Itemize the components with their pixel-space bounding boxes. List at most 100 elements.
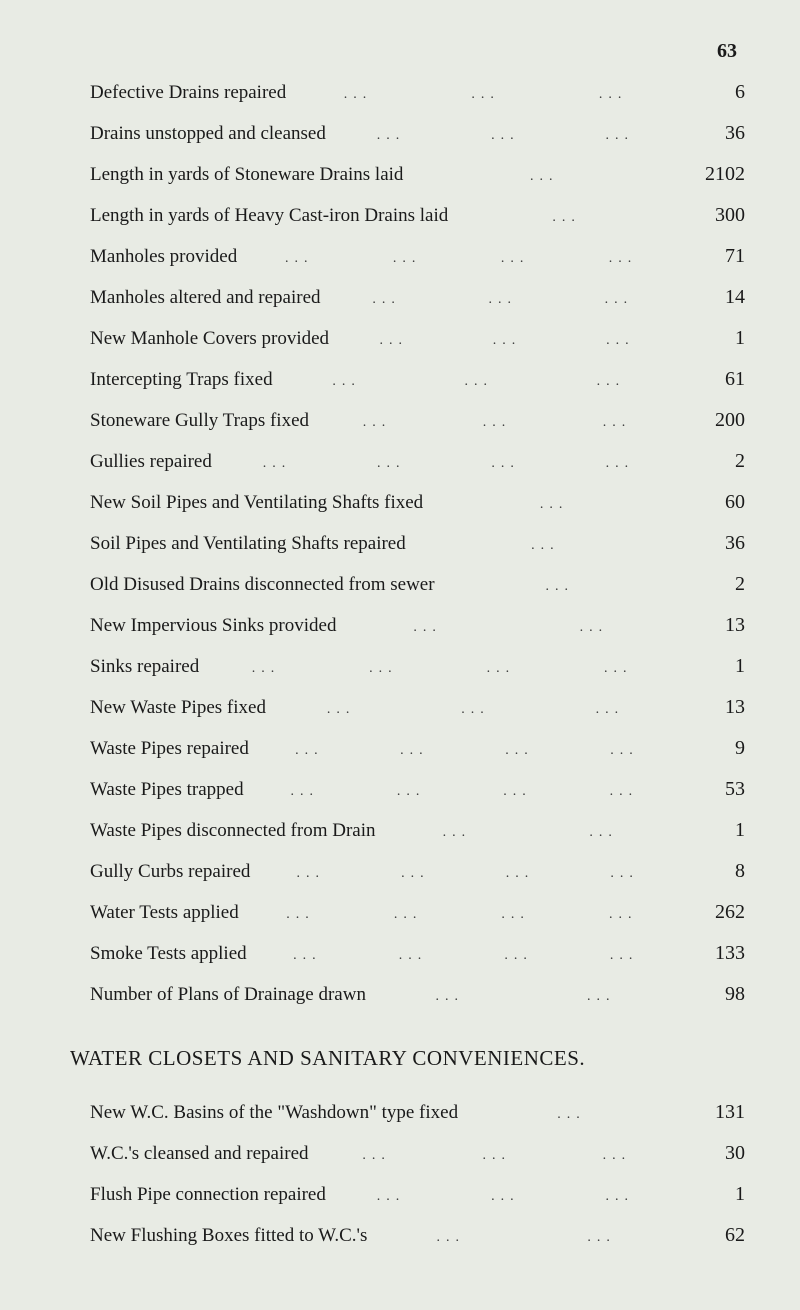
entry-label: Defective Drains repaired xyxy=(90,82,286,104)
section-heading: WATER CLOSETS AND SANITARY CONVENIENCES. xyxy=(70,1046,745,1071)
entry-value: 62 xyxy=(685,1224,745,1247)
entry-row: Water Tests applied............262 xyxy=(70,901,745,926)
entry-label: Waste Pipes repaired xyxy=(90,738,249,760)
dots-filler: ... xyxy=(411,169,677,188)
entry-value: 14 xyxy=(685,286,745,309)
dots-filler: ... xyxy=(456,210,677,229)
entry-label: Waste Pipes disconnected from Drain xyxy=(90,820,376,842)
entry-label: Flush Pipe connection repaired xyxy=(90,1184,326,1206)
entry-value: 2102 xyxy=(685,163,745,186)
dots-filler: ......... xyxy=(337,333,677,352)
dots-filler: ............ xyxy=(257,743,677,762)
dots-filler: ......... xyxy=(281,374,677,393)
entry-label: New Impervious Sinks provided xyxy=(90,615,336,637)
entry-row: Number of Plans of Drainage drawn...... 9… xyxy=(70,983,745,1008)
entry-row: W.C.'s cleansed and repaired.........30 xyxy=(70,1142,745,1167)
dots-filler: ............ xyxy=(258,866,677,885)
entry-label: New Waste Pipes fixed xyxy=(90,697,266,719)
dots-filler: ............ xyxy=(247,907,677,926)
entry-value: 1 xyxy=(685,1183,745,1206)
page-number: 63 xyxy=(70,40,745,63)
entry-label: Drains unstopped and cleansed xyxy=(90,123,326,145)
entry-label: Waste Pipes trapped xyxy=(90,779,244,801)
dots-filler: ... xyxy=(431,497,677,516)
entry-row: Waste Pipes disconnected from Drain.....… xyxy=(70,819,745,844)
entry-value: 2 xyxy=(685,450,745,473)
dots-filler: ... xyxy=(414,538,677,557)
entry-row: Stoneware Gully Traps fixed......... 200 xyxy=(70,409,745,434)
entry-label: Manholes provided xyxy=(90,246,237,268)
entry-row: Waste Pipes repaired............ 9 xyxy=(70,737,745,762)
entry-row: Drains unstopped and cleansed.........36 xyxy=(70,122,745,147)
entry-value: 36 xyxy=(685,532,745,555)
entry-row: Intercepting Traps fixed......... 61 xyxy=(70,368,745,393)
entry-label: New Flushing Boxes fitted to W.C.'s xyxy=(90,1225,367,1247)
entry-row: Smoke Tests applied............ 133 xyxy=(70,942,745,967)
dots-filler: ......... xyxy=(294,87,677,106)
entry-value: 71 xyxy=(685,245,745,268)
entry-label: Manholes altered and repaired xyxy=(90,287,321,309)
entry-row: New Waste Pipes fixed......... 13 xyxy=(70,696,745,721)
dots-filler: ...... xyxy=(375,1230,677,1249)
entry-label: New W.C. Basins of the "Washdown" type f… xyxy=(90,1102,458,1124)
entry-value: 13 xyxy=(685,614,745,637)
entry-row: New Manhole Covers provided......... 1 xyxy=(70,327,745,352)
entry-value: 53 xyxy=(685,778,745,801)
entry-row: Length in yards of Heavy Cast-iron Drain… xyxy=(70,204,745,229)
entry-label: Gully Curbs repaired xyxy=(90,861,250,883)
entry-label: New Manhole Covers provided xyxy=(90,328,329,350)
entry-row: Flush Pipe connection repaired......... 1 xyxy=(70,1183,745,1208)
entry-row: Defective Drains repaired......... 6 xyxy=(70,81,745,106)
entry-value: 36 xyxy=(685,122,745,145)
entry-label: Smoke Tests applied xyxy=(90,943,247,965)
dots-filler: ......... xyxy=(317,415,677,434)
entry-label: Sinks repaired xyxy=(90,656,199,678)
entry-value: 2 xyxy=(685,573,745,596)
entry-value: 1 xyxy=(685,327,745,350)
entry-label: Gullies repaired xyxy=(90,451,212,473)
entry-label: Water Tests applied xyxy=(90,902,239,924)
dots-filler: ...... xyxy=(344,620,677,639)
entry-row: New Flushing Boxes fitted to W.C.'s.....… xyxy=(70,1224,745,1249)
section-2-list: New W.C. Basins of the "Washdown" type f… xyxy=(70,1101,745,1249)
entry-value: 6 xyxy=(685,81,745,104)
entry-label: Intercepting Traps fixed xyxy=(90,369,273,391)
entry-label: Length in yards of Heavy Cast-iron Drain… xyxy=(90,205,448,227)
entry-value: 300 xyxy=(685,204,745,227)
entry-value: 133 xyxy=(685,942,745,965)
entry-label: Old Disused Drains disconnected from sew… xyxy=(90,574,435,596)
entry-row: Manholes altered and repaired......... 14 xyxy=(70,286,745,311)
dots-filler: ............ xyxy=(245,251,677,270)
entry-row: Gullies repaired............ 2 xyxy=(70,450,745,475)
dots-filler: ......... xyxy=(334,1189,677,1208)
entry-row: Old Disused Drains disconnected from sew… xyxy=(70,573,745,598)
entry-row: Manholes provided............ 71 xyxy=(70,245,745,270)
entry-value: 200 xyxy=(685,409,745,432)
entry-row: New Impervious Sinks provided...... 13 xyxy=(70,614,745,639)
dots-filler: ......... xyxy=(329,292,677,311)
entry-label: Length in yards of Stoneware Drains laid xyxy=(90,164,403,186)
entry-value: 8 xyxy=(685,860,745,883)
dots-filler: ...... xyxy=(384,825,677,844)
entry-label: New Soil Pipes and Ventilating Shafts fi… xyxy=(90,492,423,514)
dots-filler: ......... xyxy=(317,1148,678,1167)
entry-label: Number of Plans of Drainage drawn xyxy=(90,984,366,1006)
entry-row: New Soil Pipes and Ventilating Shafts fi… xyxy=(70,491,745,516)
dots-filler: ............ xyxy=(220,456,677,475)
entry-row: Sinks repaired............ 1 xyxy=(70,655,745,680)
dots-filler: ... xyxy=(443,579,677,598)
dots-filler: ...... xyxy=(374,989,677,1008)
dots-filler: ............ xyxy=(207,661,677,680)
dots-filler: ......... xyxy=(274,702,677,721)
entry-row: New W.C. Basins of the "Washdown" type f… xyxy=(70,1101,745,1126)
entry-value: 1 xyxy=(685,655,745,678)
entry-value: 98 xyxy=(685,983,745,1006)
dots-filler: ............ xyxy=(255,948,677,967)
entry-label: Stoneware Gully Traps fixed xyxy=(90,410,309,432)
entry-label: Soil Pipes and Ventilating Shafts repair… xyxy=(90,533,406,555)
entry-value: 13 xyxy=(685,696,745,719)
entry-value: 61 xyxy=(685,368,745,391)
entry-value: 30 xyxy=(685,1142,745,1165)
dots-filler: ............ xyxy=(252,784,677,803)
entry-value: 9 xyxy=(685,737,745,760)
